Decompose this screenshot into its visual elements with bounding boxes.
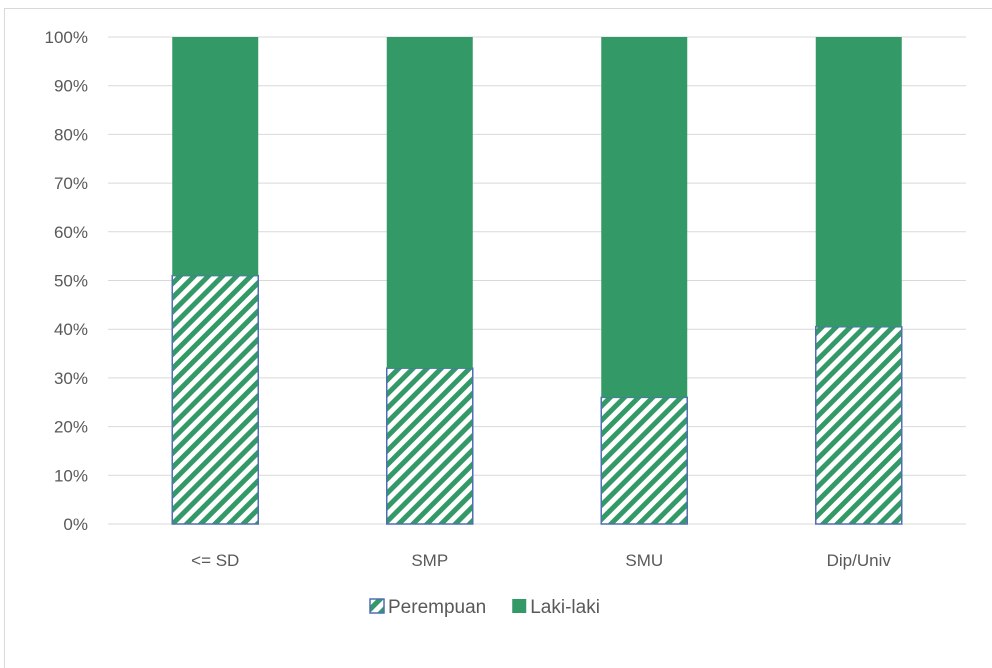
- y-axis-tick-labels: 0% 10% 20% 30% 40% 50% 60% 70% 80% 90% 100%: [45, 28, 88, 534]
- legend-label-laki-laki: Laki-laki: [530, 597, 600, 618]
- y-tick-label: 20%: [54, 418, 88, 437]
- chart-frame: [4, 8, 992, 668]
- bar-perempuan-3: [815, 326, 903, 525]
- legend-label-perempuan: Perempuan: [388, 597, 486, 618]
- legend-swatch-laki-laki: [512, 599, 527, 613]
- x-tick-label: SMU: [625, 551, 663, 570]
- y-tick-label: 10%: [54, 466, 88, 485]
- bar-perempuan-2: [600, 396, 688, 525]
- y-tick-label: 100%: [45, 28, 88, 47]
- y-tick-label: 70%: [54, 174, 88, 193]
- bar-laki-laki-0: [172, 37, 259, 276]
- x-tick-label: Dip/Univ: [827, 551, 892, 570]
- bar-perempuan-1: [386, 367, 474, 525]
- x-tick-label: <= SD: [191, 551, 239, 570]
- x-tick-label: SMP: [411, 551, 448, 570]
- y-tick-label: 40%: [54, 320, 88, 339]
- bar-laki-laki-3: [815, 37, 902, 327]
- bar-laki-laki-1: [386, 37, 473, 369]
- legend-swatch-perempuan: [369, 598, 385, 614]
- y-tick-label: 80%: [54, 125, 88, 144]
- y-tick-label: 60%: [54, 223, 88, 242]
- bar-laki-laki-2: [601, 37, 688, 398]
- bars: [171, 37, 903, 525]
- legend: Perempuan Laki-laki: [369, 597, 600, 618]
- stacked-bar-chart: 0% 10% 20% 30% 40% 50% 60% 70% 80% 90% 100% <= SD S…: [45, 28, 966, 618]
- y-tick-label: 0%: [63, 515, 88, 534]
- x-axis-tick-labels: <= SD SMP SMU Dip/Univ: [191, 551, 891, 570]
- y-tick-label: 90%: [54, 77, 88, 96]
- bar-perempuan-0: [171, 274, 259, 525]
- y-tick-label: 30%: [54, 369, 88, 388]
- y-tick-label: 50%: [54, 272, 88, 291]
